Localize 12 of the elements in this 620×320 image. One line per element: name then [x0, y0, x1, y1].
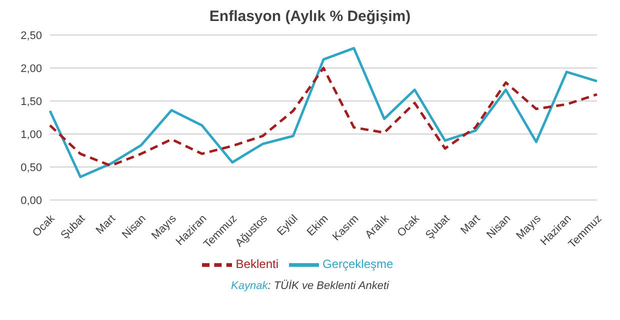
y-tick-label: 0,50: [20, 162, 42, 174]
legend-label: Beklenti: [236, 257, 278, 272]
line-series: [48, 66, 598, 167]
y-tick-label: 1,50: [20, 96, 42, 108]
y-tick-label: 2,50: [20, 30, 42, 42]
y-tick-label: 1,00: [20, 128, 42, 141]
legend-label: Gerçekleşme: [322, 257, 394, 272]
chart-title: Enflasyon (Aylık % Değişim): [208, 8, 412, 27]
text: Kaynak: TÜİK ve Beklenti Anketi: [230, 280, 390, 292]
y-tick-label: 2,00: [20, 62, 42, 75]
line-series: [48, 46, 598, 178]
y-tick-label: 0,00: [20, 194, 42, 207]
